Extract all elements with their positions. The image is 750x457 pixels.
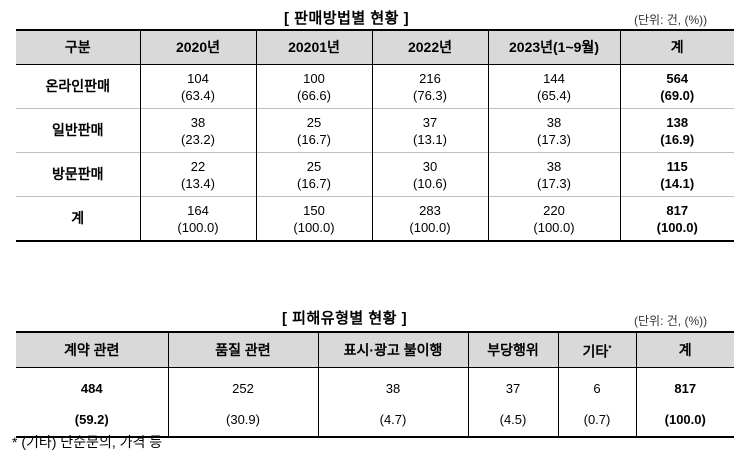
percent-cell: (30.9) [167, 405, 318, 437]
table-row: 일반판매 38 (23.2) 25 (16.7) 37 (13.1) 38 (17.3)… [16, 108, 734, 153]
count-cell: 6 [557, 367, 636, 405]
header-cell: 표시·광고 불이행 [317, 332, 468, 368]
damage-type-table: 계약 관련 품질 관련 표시·광고 불이행 부당행위 기타* 계 484 252… [16, 331, 734, 438]
header-cell: 부당행위 [467, 332, 558, 368]
table-header-row: 구분 2020년 20201년 2022년 2023년(1~9월) 계 [16, 30, 734, 65]
data-cell: 25 (16.7) [255, 152, 372, 197]
table1-unit: (단위: 건, (%)) [634, 13, 708, 27]
data-cell: 104 (63.4) [139, 64, 256, 109]
header-cell: 20201년 [255, 30, 372, 65]
row-label: 일반판매 [16, 108, 140, 153]
total-cell: 115 (14.1) [619, 152, 734, 197]
data-cell: 25 (16.7) [255, 108, 372, 153]
data-cell: 30 (10.6) [371, 152, 488, 197]
row-label: 방문판매 [16, 152, 140, 197]
data-cell: 283 (100.0) [371, 196, 488, 241]
count-cell: 37 [467, 367, 558, 405]
data-cell: 38 (17.3) [487, 152, 620, 197]
data-cell: 220 (100.0) [487, 196, 620, 241]
header-cell: 품질 관련 [167, 332, 318, 368]
footnote-mark: * [608, 343, 612, 353]
data-cell: 100 (66.6) [255, 64, 372, 109]
header-cell: 기타* [557, 332, 636, 368]
count-cell: 38 [317, 367, 468, 405]
table-row: 방문판매 22 (13.4) 25 (16.7) 30 (10.6) 38 (17.3)… [16, 152, 734, 197]
table2-title: [ 피해유형별 현황 ] [282, 310, 408, 327]
data-cell: 144 (65.4) [487, 64, 620, 109]
percent-cell: (59.2) [74, 412, 109, 427]
header-cell: 구분 [16, 30, 140, 65]
data-cell: 150 (100.0) [255, 196, 372, 241]
data-cell: 37 (13.1) [371, 108, 488, 153]
data-cell: 22 (13.4) [139, 152, 256, 197]
table-row: 484 252 38 37 6 817 [16, 367, 734, 405]
percent-cell: (4.7) [317, 405, 468, 437]
table-row: (59.2) (30.9) (4.7) (4.5) (0.7) (100.0) [16, 405, 734, 437]
sales-method-table: 구분 2020년 20201년 2022년 2023년(1~9월) 계 온라인판… [16, 29, 734, 242]
count-cell: 252 [167, 367, 318, 405]
table2-unit: (단위: 건, (%)) [634, 314, 708, 328]
percent-cell: (0.7) [557, 405, 636, 437]
header-cell: 2023년(1~9월) [487, 30, 620, 65]
row-label: 온라인판매 [16, 64, 140, 109]
header-cell: 2020년 [139, 30, 256, 65]
header-cell: 계약 관련 [16, 332, 168, 368]
table-row: 온라인판매 104 (63.4) 100 (66.6) 216 (76.3) 144(… [16, 64, 734, 109]
data-cell: 164 (100.0) [139, 196, 256, 241]
total-cell: 817 (100.0) [619, 196, 734, 241]
data-cell: 38 (17.3) [487, 108, 620, 153]
data-cell: 38 (23.2) [139, 108, 256, 153]
percent-cell: (100.0) [635, 405, 734, 437]
header-cell: 계 [635, 332, 734, 368]
count-cell: 484 [80, 381, 103, 396]
data-cell: 216 (76.3) [371, 64, 488, 109]
footnote: * (기타) 단순문의, 가격 등 [12, 434, 163, 450]
percent-cell: (4.5) [467, 405, 558, 437]
table1-title: [ 판매방법별 현황 ] [284, 10, 410, 27]
total-cell: 564 (69.0) [619, 64, 734, 109]
header-cell: 2022년 [371, 30, 488, 65]
table-header-row: 계약 관련 품질 관련 표시·광고 불이행 부당행위 기타* 계 [16, 332, 734, 368]
table-row: 계 164 (100.0) 150 (100.0) 283 (100.0) 220 (1… [16, 196, 734, 241]
count-cell: 817 [635, 367, 734, 405]
row-label: 계 [16, 196, 140, 241]
total-cell: 138 (16.9) [619, 108, 734, 153]
header-cell: 계 [619, 30, 734, 65]
